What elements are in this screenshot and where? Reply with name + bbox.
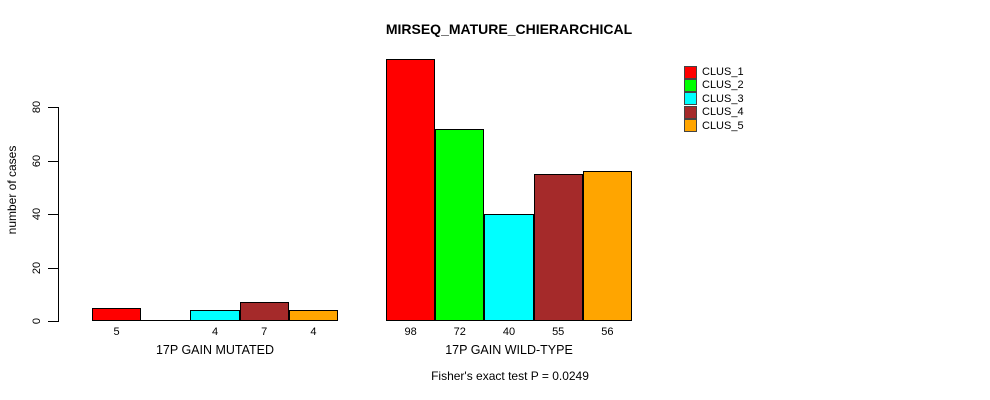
legend-label-clus_1: CLUS_1 [702, 66, 744, 78]
legend-label-clus_3: CLUS_3 [702, 92, 744, 105]
y-axis-tick [48, 160, 58, 162]
bar-clus_5-1 [288, 310, 338, 321]
legend-swatch-clus_3 [684, 92, 697, 106]
bar-value-label: 40 [502, 326, 516, 338]
bar-clus_4-2 [533, 174, 583, 321]
chart-title: MIRSEQ_MATURE_CHIERARCHICAL [385, 21, 633, 37]
pvalue-annotation: Fisher's exact test P = 0.0249 [431, 369, 589, 383]
bar-value-label: 5 [113, 326, 120, 338]
bar-value-label: 55 [552, 326, 565, 338]
y-axis-tick [48, 321, 58, 322]
bar-clus_1-1 [92, 307, 142, 321]
bar-value-label: 7 [261, 326, 268, 338]
bar-clus_4-1 [239, 302, 289, 321]
bar-clus_5-2 [582, 171, 632, 321]
legend-label-clus_2: CLUS_2 [702, 79, 744, 92]
bar-value-label: 4 [211, 326, 219, 338]
legend-swatch-clus_4 [684, 105, 697, 119]
bar-clus_1-2 [386, 59, 436, 321]
y-axis-tick [48, 267, 58, 269]
legend-swatch-clus_5 [684, 119, 697, 133]
bar-clus_3-1 [190, 310, 240, 321]
bar-value-label: 72 [453, 326, 466, 338]
y-axis-line [58, 107, 59, 322]
y-axis-tick [48, 107, 58, 109]
legend-swatch-clus_2 [684, 78, 697, 92]
bar-value-label: 56 [601, 326, 614, 338]
group-label: 17P GAIN WILD-TYPE [445, 343, 573, 357]
legend-swatch-clus_1 [684, 65, 697, 79]
legend-label-clus_4: CLUS_4 [702, 106, 744, 119]
y-axis-tick [48, 214, 58, 216]
bar-clus_3-2 [484, 214, 534, 321]
bar-clus_2-1-zero [141, 320, 191, 321]
legend-label-clus_5: CLUS_5 [702, 119, 744, 132]
bar-value-label: 4 [310, 326, 317, 338]
bar-value-label: 98 [404, 326, 417, 338]
bar-clus_2-2 [435, 128, 485, 321]
group-label: 17P GAIN MUTATED [155, 343, 275, 357]
